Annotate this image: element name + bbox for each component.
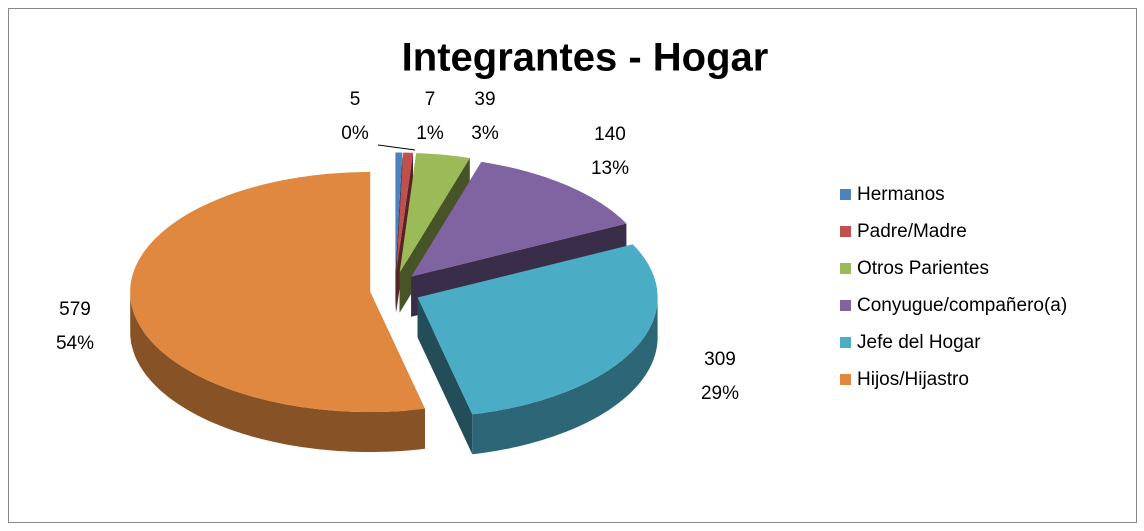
leader-line	[377, 144, 416, 151]
slice-side	[130, 292, 425, 452]
legend-label: Conyugue/compañero(a)	[857, 295, 1067, 316]
legend-swatch	[840, 337, 851, 348]
slice-cut-face	[417, 297, 473, 455]
slice	[411, 161, 627, 277]
legend-label: Jefe del Hogar	[857, 332, 981, 353]
slice	[130, 172, 425, 412]
legend-swatch	[840, 226, 851, 237]
data-label-percent: 3%	[471, 123, 499, 144]
slice	[395, 152, 403, 273]
data-label-value: 140	[594, 124, 626, 145]
legend-swatch	[840, 189, 851, 200]
chart-title: Integrantes - Hogar	[402, 36, 769, 80]
data-label-percent: 54%	[56, 333, 94, 354]
data-label-percent: 1%	[416, 123, 444, 144]
data-label-percent: 13%	[591, 158, 629, 179]
legend-label: Hermanos	[857, 184, 945, 205]
slice	[396, 152, 413, 273]
data-label-value: 309	[704, 349, 736, 370]
legend-label: Otros Parientes	[857, 258, 989, 279]
legend-label: Padre/Madre	[857, 221, 967, 242]
data-label-value: 7	[425, 89, 436, 110]
legend-swatch	[840, 263, 851, 274]
slice	[399, 153, 470, 273]
legend-swatch	[840, 374, 851, 385]
data-label-percent: 0%	[341, 123, 369, 144]
slice-side	[472, 297, 658, 455]
data-label-value: 39	[474, 89, 495, 110]
legend-swatch	[840, 300, 851, 311]
data-label-value: 579	[59, 299, 91, 320]
data-label-percent: 29%	[701, 383, 739, 404]
legend-label: Hijos/Hijastro	[857, 369, 969, 390]
slice	[417, 244, 658, 415]
data-label-value: 5	[350, 89, 361, 110]
